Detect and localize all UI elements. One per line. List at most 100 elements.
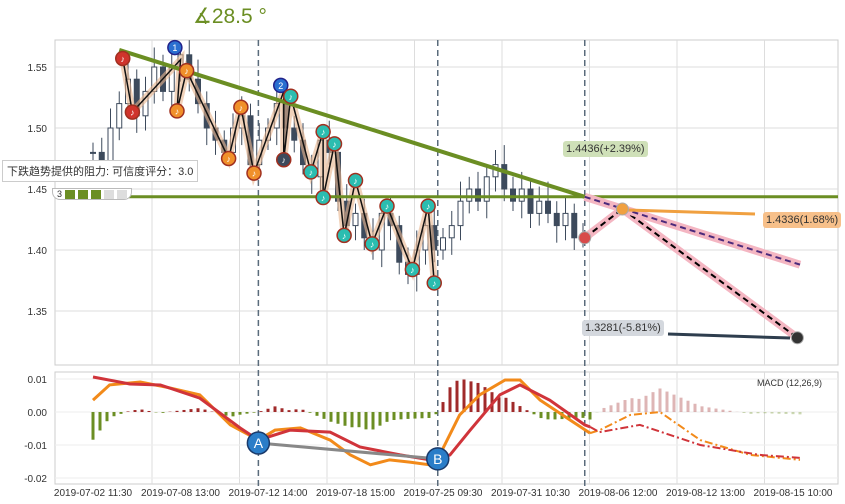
macd-histogram-bar [140, 409, 144, 412]
macd-histogram-bar [105, 412, 109, 422]
macd-histogram-bar [588, 412, 592, 420]
macd-histogram-bar [574, 412, 578, 419]
macd-histogram-bar [756, 412, 760, 414]
macd-histogram-bar [329, 412, 333, 422]
macd-histogram-bar [770, 412, 774, 414]
wave-point-label: ♪ [410, 265, 415, 275]
candle-body [90, 151, 96, 154]
macd-histogram-bar [616, 402, 620, 412]
macd-histogram-bar [707, 407, 711, 412]
macd-histogram-bar [371, 412, 375, 430]
macd-histogram-bar [784, 412, 788, 414]
wave-point-marker [426, 275, 442, 291]
macd-histogram-bar [658, 388, 662, 412]
macd-dea-line [92, 375, 591, 462]
candle-body [116, 103, 123, 129]
macd-histogram-bar [448, 387, 452, 412]
macd-histogram-bar [343, 412, 347, 426]
projection-line [584, 195, 801, 266]
wave-point-marker [178, 62, 195, 79]
y-tick-label: 1.35 [28, 307, 48, 318]
candle-body [545, 200, 551, 214]
projection-line [621, 208, 798, 339]
wave-point-marker [303, 164, 319, 180]
macd-dif-line [91, 378, 591, 467]
wave-point-label: ♪ [342, 231, 347, 241]
macd-histogram-bar [539, 412, 543, 419]
macd-histogram-bar [553, 412, 557, 420]
x-tick-label: 2019-07-08 13:00 [141, 488, 220, 499]
macd-histogram-bar [693, 403, 697, 412]
rating-star [65, 190, 76, 200]
wave-point-label: ♪ [385, 202, 390, 212]
macd-histogram-bar [238, 412, 242, 415]
wave-point-marker [315, 123, 331, 140]
candle-body [291, 127, 298, 141]
macd-histogram-bar [637, 398, 641, 412]
macd-histogram-bar [252, 412, 256, 413]
macd-histogram-bar [273, 406, 277, 412]
macd-histogram-bar [469, 381, 473, 412]
wave-point-label: ♪ [282, 155, 287, 165]
macd-y-tick-label: -0.01 [24, 441, 47, 452]
rating-star [78, 190, 89, 200]
x-tick-label: 2019-07-25 09:30 [404, 488, 483, 499]
x-tick-label: 2019-07-12 14:00 [229, 488, 308, 499]
rating-score: 3 [57, 189, 63, 199]
candle-body [483, 176, 490, 202]
macd-histogram-bar [609, 405, 613, 412]
macd-histogram-bar [196, 408, 200, 412]
macd-histogram-bar [665, 391, 669, 412]
macd-histogram-bar [518, 406, 522, 412]
wave-point-marker [404, 261, 421, 278]
macd-histogram-bar [679, 397, 683, 412]
divergence-marker [426, 447, 450, 471]
divergence-marker-label: B [433, 451, 442, 467]
macd-histogram-bar [385, 412, 389, 422]
macd-histogram-bar [742, 412, 746, 413]
macd-histogram-bar [728, 410, 732, 412]
wave-point-marker [167, 39, 183, 56]
wave-point-label: ♪ [184, 66, 189, 76]
macd-histogram-bar [749, 412, 753, 414]
candle-body [536, 200, 543, 214]
macd-histogram-bar [161, 412, 165, 413]
wave-zigzag-line [122, 57, 435, 283]
macd-histogram-bar [791, 412, 795, 415]
macd-histogram-bar [483, 387, 487, 412]
wave-point-marker [347, 172, 364, 189]
low-target-arrow [667, 332, 791, 340]
macd-histogram-bar [112, 412, 116, 417]
candle-body [571, 212, 578, 239]
wave-point-marker [336, 227, 352, 244]
macd-histogram-bar [497, 397, 501, 412]
macd-histogram-bar [364, 412, 368, 430]
candle-body [562, 212, 569, 227]
macd-histogram-bar [399, 412, 403, 420]
wave-point-label: ♪ [432, 278, 437, 288]
macd-dea-projection [589, 423, 801, 459]
wave-point-label: ♪ [252, 169, 257, 179]
candle-body [475, 188, 481, 202]
wave-point-marker [364, 236, 380, 252]
wave-point-marker [233, 99, 249, 116]
macd-histogram-bar [714, 408, 718, 412]
wave-point-label: ♪ [309, 167, 314, 177]
x-tick-label: 2019-08-15 10:00 [754, 488, 833, 499]
wave-point-label: 1 [172, 43, 177, 53]
wave-point-marker [124, 104, 141, 120]
mid-target-label: 1.4336(1.68%) [763, 212, 842, 228]
macd-y-tick-label: 0.00 [28, 408, 48, 419]
down-trend-line [118, 48, 586, 199]
macd-histogram-bar [301, 409, 305, 412]
wave-point-marker [276, 151, 292, 168]
wave-point-label: ♪ [239, 103, 244, 113]
projection-line [584, 208, 623, 239]
candle-body [510, 188, 516, 202]
candle-body [440, 237, 446, 251]
macd-histogram-bar [644, 395, 648, 412]
wave-point-marker [283, 88, 299, 105]
macd-histogram-bar [721, 409, 725, 412]
wave-point-label: ♪ [121, 54, 126, 64]
macd-histogram-bar [511, 401, 515, 412]
